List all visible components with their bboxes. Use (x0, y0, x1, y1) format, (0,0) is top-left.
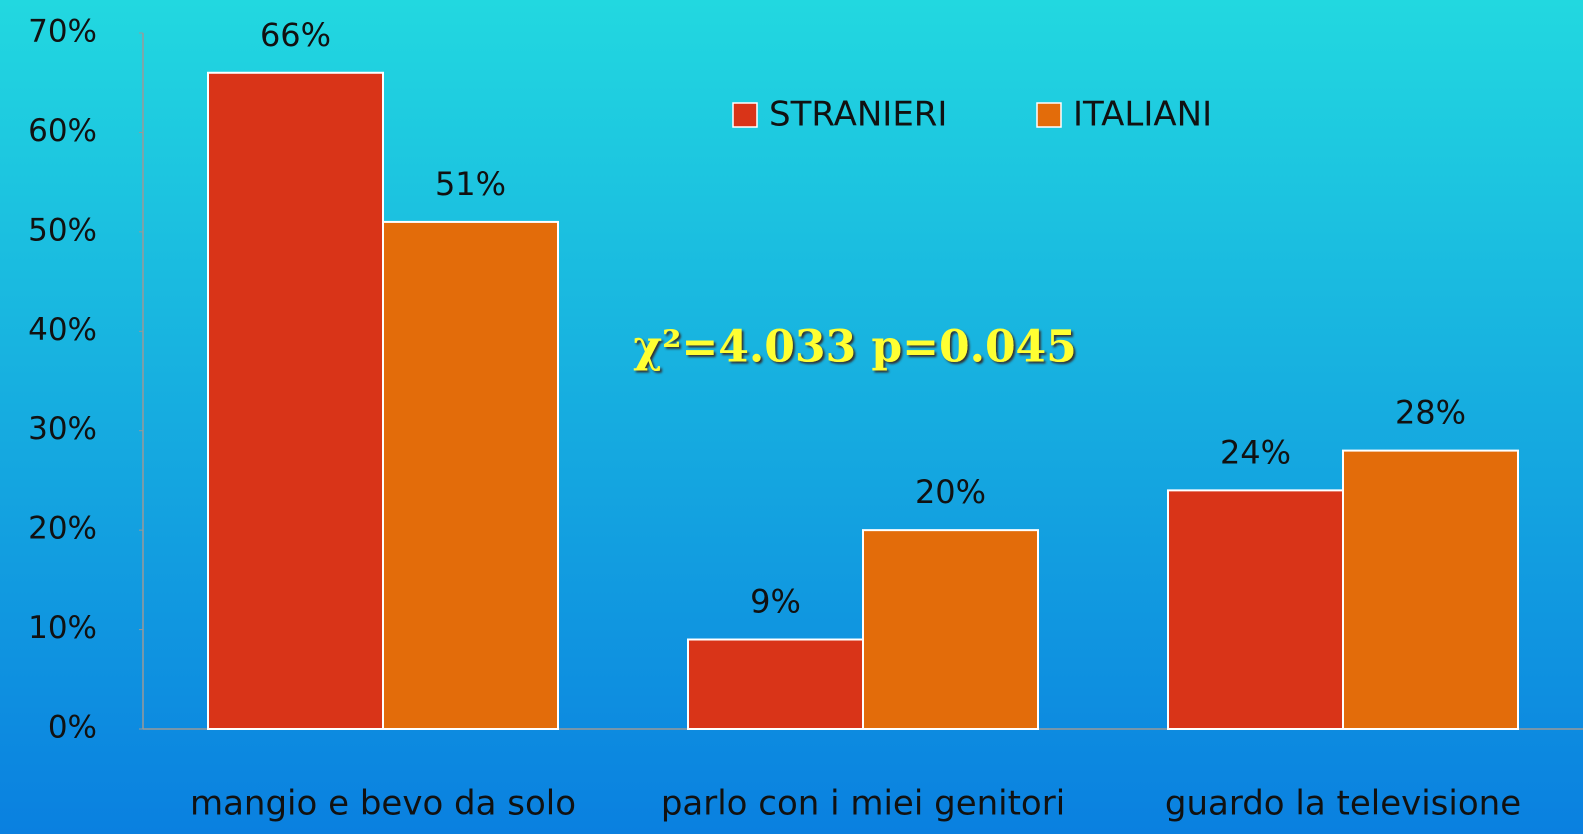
y-tick-label: 0% (48, 710, 97, 746)
bar (382, 220, 559, 731)
y-tick-label: 40% (28, 312, 97, 348)
value-label: 66% (260, 16, 331, 54)
y-tick-label: 60% (28, 113, 97, 149)
x-tick-label: parlo con i miei genitori (661, 784, 1065, 824)
value-label: 9% (750, 583, 801, 621)
bar (862, 529, 1039, 731)
y-tick-label: 20% (28, 511, 97, 547)
value-label: 20% (915, 473, 986, 511)
legend-swatch (732, 102, 758, 128)
y-tick-label: 10% (28, 610, 97, 646)
value-label: 24% (1220, 433, 1291, 471)
value-label: 28% (1395, 394, 1466, 432)
bar (1342, 449, 1519, 730)
x-tick-label: guardo la televisione (1165, 784, 1521, 824)
y-tick-label: 30% (28, 411, 97, 447)
bar (1167, 489, 1344, 730)
bar (207, 71, 384, 731)
annotation: χ²=4.033 p=0.045 (633, 322, 1077, 373)
y-tick-label: 70% (28, 14, 97, 50)
value-label: 51% (435, 165, 506, 203)
bar (687, 638, 864, 730)
legend-swatch (1036, 102, 1062, 128)
y-tick-label: 50% (28, 212, 97, 248)
legend-label: ITALIANI (1073, 95, 1212, 135)
x-tick-label: mangio e bevo da solo (190, 784, 576, 824)
legend-label: STRANIERI (769, 95, 947, 135)
